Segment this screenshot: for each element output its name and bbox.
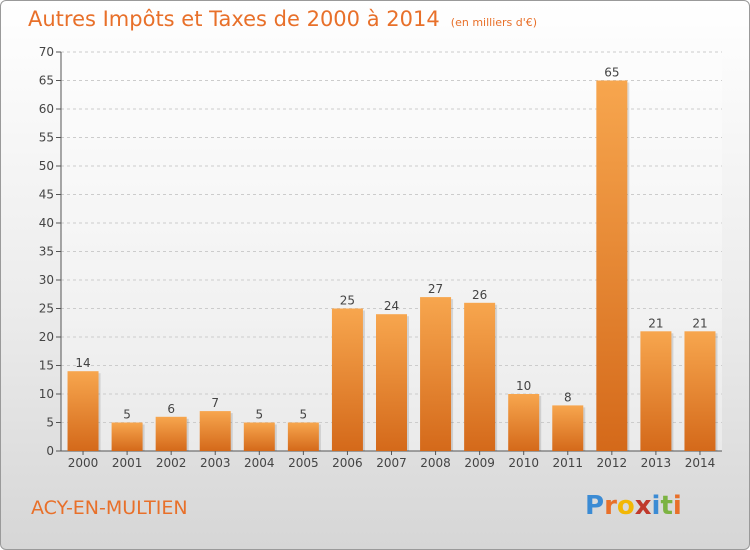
bar <box>67 371 99 451</box>
y-tick-label: 25 <box>39 302 54 316</box>
bar-value-label: 27 <box>428 282 443 296</box>
y-tick-label: 15 <box>39 359 54 373</box>
bar <box>199 411 231 451</box>
bar-value-label: 24 <box>384 299 399 313</box>
y-tick-label: 35 <box>39 245 54 259</box>
y-tick-label: 5 <box>46 416 54 430</box>
logo-letter: i <box>672 491 682 521</box>
bar <box>640 331 672 451</box>
y-tick-label: 70 <box>39 45 54 59</box>
logo-letter: t <box>660 491 673 521</box>
y-tick-label: 40 <box>39 216 54 230</box>
proxiti-logo: Proxiti <box>585 491 682 521</box>
bar-value-label: 21 <box>692 316 707 330</box>
bar <box>464 302 496 451</box>
x-tick-label: 2010 <box>508 456 539 470</box>
bar <box>420 297 452 451</box>
bar <box>111 422 143 451</box>
x-tick-label: 2005 <box>288 456 319 470</box>
x-tick-label: 2008 <box>420 456 451 470</box>
bar <box>287 422 319 451</box>
bar-value-label: 5 <box>300 408 308 422</box>
bar-value-label: 14 <box>75 356 90 370</box>
bar-value-label: 5 <box>123 408 131 422</box>
y-tick-label: 45 <box>39 188 54 202</box>
chart-title: Autres Impôts et Taxes de 2000 à 2014 <box>28 7 440 31</box>
y-tick-label: 65 <box>39 74 54 88</box>
logo-letter: o <box>616 491 635 521</box>
x-tick-label: 2003 <box>200 456 231 470</box>
bar <box>596 80 628 451</box>
chart-subtitle: (en milliers d'€) <box>450 16 538 29</box>
bar <box>508 394 540 451</box>
bar-value-label: 6 <box>167 402 175 416</box>
bar-value-label: 10 <box>516 379 531 393</box>
bar-value-label: 8 <box>564 390 572 404</box>
chart-title-row: Autres Impôts et Taxes de 2000 à 2014 (e… <box>28 7 537 31</box>
commune-name: ACY-EN-MULTIEN <box>31 497 188 519</box>
bar-value-label: 5 <box>255 408 263 422</box>
x-tick-label: 2012 <box>597 456 628 470</box>
bar <box>155 416 187 451</box>
y-tick-label: 10 <box>39 387 54 401</box>
x-tick-label: 2007 <box>376 456 407 470</box>
y-tick-label: 30 <box>39 273 54 287</box>
bar <box>684 331 716 451</box>
y-tick-label: 55 <box>39 131 54 145</box>
bar-value-label: 26 <box>472 288 487 302</box>
x-tick-label: 2004 <box>244 456 275 470</box>
bar <box>376 314 407 451</box>
x-tick-label: 2002 <box>156 456 187 470</box>
bar <box>331 308 363 451</box>
y-tick-label: 0 <box>46 444 54 458</box>
x-tick-label: 2006 <box>332 456 363 470</box>
y-tick-label: 20 <box>39 330 54 344</box>
bar <box>552 405 584 451</box>
bar-value-label: 7 <box>211 396 219 410</box>
logo-letter: i <box>651 491 661 521</box>
bar-value-label: 21 <box>648 316 663 330</box>
x-tick-label: 2000 <box>68 456 99 470</box>
y-tick-label: 60 <box>39 102 54 116</box>
logo-letter: r <box>604 491 617 521</box>
x-tick-label: 2011 <box>552 456 583 470</box>
x-tick-label: 2001 <box>112 456 143 470</box>
bar-value-label: 25 <box>340 294 355 308</box>
x-tick-label: 2009 <box>464 456 495 470</box>
x-tick-label: 2013 <box>641 456 672 470</box>
logo-letter: x <box>634 491 652 521</box>
x-tick-label: 2014 <box>685 456 716 470</box>
logo-letter: P <box>585 491 605 521</box>
bar <box>243 422 275 451</box>
bar-value-label: 65 <box>604 66 619 80</box>
y-tick-label: 50 <box>39 159 54 173</box>
